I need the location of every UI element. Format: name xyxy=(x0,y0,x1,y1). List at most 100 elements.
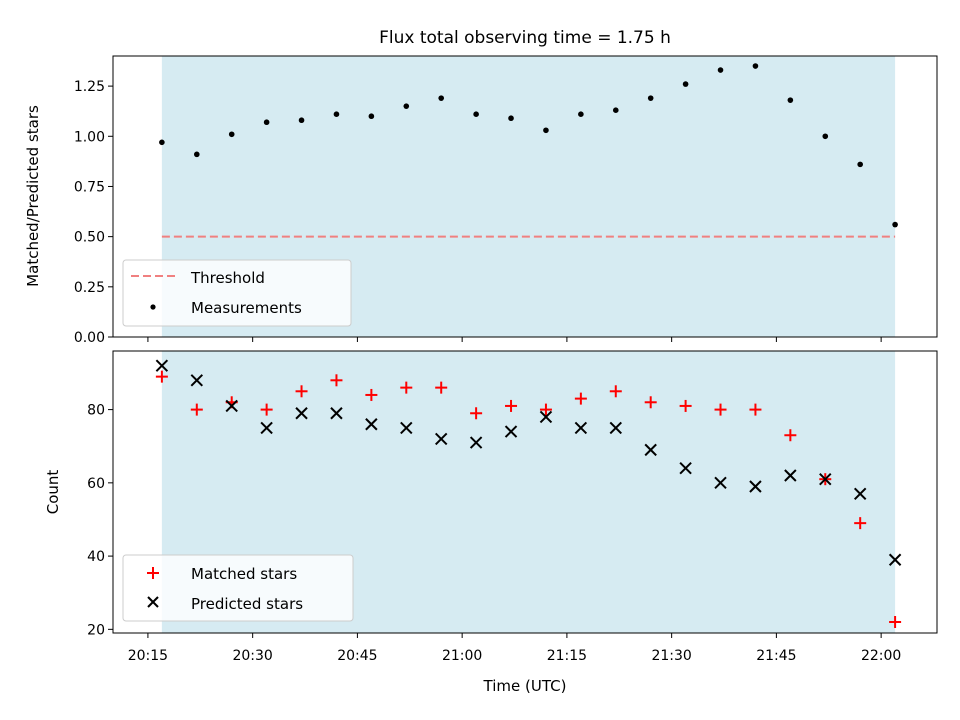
measurement-point xyxy=(857,161,863,168)
predicted-star-point xyxy=(504,425,518,438)
predicted-star-point xyxy=(469,436,483,449)
matched-star-point xyxy=(609,385,622,398)
predicted-star-point-b xyxy=(330,407,343,420)
predicted-star-point xyxy=(330,407,343,420)
count-y-axis-label: Count xyxy=(44,470,62,515)
count-x-tick-label: 21:00 xyxy=(442,648,482,664)
predicted-star-point xyxy=(539,410,553,424)
count-x-ticks: 20:15 20:30 20:45 21:00 21:15 21:30 21:45 22:00 xyxy=(128,633,901,664)
predicted-star-point xyxy=(574,421,588,435)
predicted-star-point xyxy=(853,487,867,501)
legend-matched-label: Matched stars xyxy=(191,565,297,583)
predicted-star-point xyxy=(749,480,762,493)
measurement-point xyxy=(543,127,549,134)
measurement-points xyxy=(159,63,898,228)
predicted-star-point-b xyxy=(853,487,867,501)
predicted-star-point-b xyxy=(714,476,727,490)
predicted-star-point-b xyxy=(888,553,902,566)
count-legend: Matched stars Predicted stars xyxy=(122,554,354,622)
matched-star-point xyxy=(400,381,413,394)
ratio-x-ticks xyxy=(147,337,882,342)
predicted-star-point xyxy=(434,432,448,446)
measurement-point xyxy=(333,111,340,118)
predicted-star-point-b xyxy=(504,425,518,438)
matched-stars-points xyxy=(155,370,902,629)
measurement-point xyxy=(403,103,410,109)
predicted-star-point-b xyxy=(295,407,308,420)
measurement-point xyxy=(508,115,514,122)
measurement-point xyxy=(473,111,479,118)
legend-matched-swatch xyxy=(147,567,159,579)
ratio-y-tick-label: 0.75 xyxy=(74,179,105,195)
ratio-y-tick-label: 0.50 xyxy=(74,230,105,246)
predicted-star-point-b xyxy=(190,374,204,387)
x-axis-label: Time (UTC) xyxy=(483,677,567,695)
measurement-point xyxy=(159,139,165,146)
predicted-star-point-b xyxy=(644,443,657,457)
matched-star-point xyxy=(295,385,308,398)
predicted-star-point-b xyxy=(155,359,169,372)
count-x-tick-label: 21:45 xyxy=(756,648,796,664)
count-x-tick-label: 20:15 xyxy=(128,648,168,664)
matched-star-point xyxy=(784,429,797,442)
legend-predicted-swatch xyxy=(147,596,159,608)
count-x-tick-label: 22:00 xyxy=(861,648,901,664)
predicted-stars-points xyxy=(155,359,902,566)
matched-star-point xyxy=(435,381,448,394)
matched-star-point xyxy=(330,374,343,387)
predicted-star-point-b xyxy=(574,421,588,435)
predicted-star-point xyxy=(155,359,169,372)
ratio-panel: 0.00 0.25 0.50 0.75 1.00 1.25 Matched/Predict… xyxy=(24,55,938,346)
predicted-star-point xyxy=(714,476,727,490)
measurement-point xyxy=(228,131,235,138)
ratio-y-tick-label: 0.00 xyxy=(74,330,105,346)
ratio-y-tick-label: 0.25 xyxy=(74,280,105,296)
matched-star-point xyxy=(889,616,902,629)
count-legend-box xyxy=(122,554,354,622)
measurement-point xyxy=(647,95,654,101)
measurement-point xyxy=(298,117,305,124)
predicted-star-point xyxy=(365,418,378,431)
count-x-tick-label: 21:30 xyxy=(651,648,691,664)
ratio-y-tick-label: 1.25 xyxy=(74,79,105,95)
matched-star-point xyxy=(470,407,483,420)
count-y-tick-label: 20 xyxy=(87,622,105,638)
matched-star-point xyxy=(190,403,203,416)
chart-title: Flux total observing time = 1.75 h xyxy=(379,28,671,48)
count-plot-frame xyxy=(112,350,938,634)
measurement-point xyxy=(368,113,375,120)
predicted-star-point-b xyxy=(749,480,762,493)
measurement-point xyxy=(787,97,794,103)
measurement-point xyxy=(822,133,829,140)
count-x-tick-label: 21:15 xyxy=(547,648,587,664)
count-y-ticks: 20 40 60 80 xyxy=(87,403,113,638)
predicted-star-point xyxy=(784,469,797,482)
count-x-tick-label: 20:30 xyxy=(232,648,272,664)
predicted-star-point-b xyxy=(469,436,483,449)
measurement-point xyxy=(263,119,270,126)
predicted-star-point-b xyxy=(679,461,692,475)
predicted-star-point-b xyxy=(260,421,273,435)
legend-threshold-label: Threshold xyxy=(190,269,265,287)
legend-predicted-label: Predicted stars xyxy=(191,595,303,613)
matched-star-point xyxy=(539,403,552,416)
predicted-star-point xyxy=(644,443,657,457)
matched-star-point xyxy=(505,399,518,412)
count-x-tick-label: 20:45 xyxy=(337,648,377,664)
predicted-star-point-b xyxy=(819,472,832,486)
measurement-point xyxy=(892,221,898,228)
measurement-point xyxy=(578,111,584,118)
predicted-star-point xyxy=(888,553,902,566)
predicted-star-point xyxy=(190,374,204,387)
matched-star-point xyxy=(155,370,168,383)
predicted-star-point xyxy=(609,421,622,435)
measurement-point xyxy=(752,63,759,69)
ratio-plot-frame xyxy=(112,55,938,338)
matched-star-point xyxy=(574,392,587,405)
matched-star-point xyxy=(365,388,378,401)
ratio-legend: Threshold Measurements xyxy=(122,259,352,327)
matched-star-point xyxy=(854,517,867,530)
predicted-star-point xyxy=(225,399,238,413)
predicted-star-point xyxy=(819,472,832,486)
